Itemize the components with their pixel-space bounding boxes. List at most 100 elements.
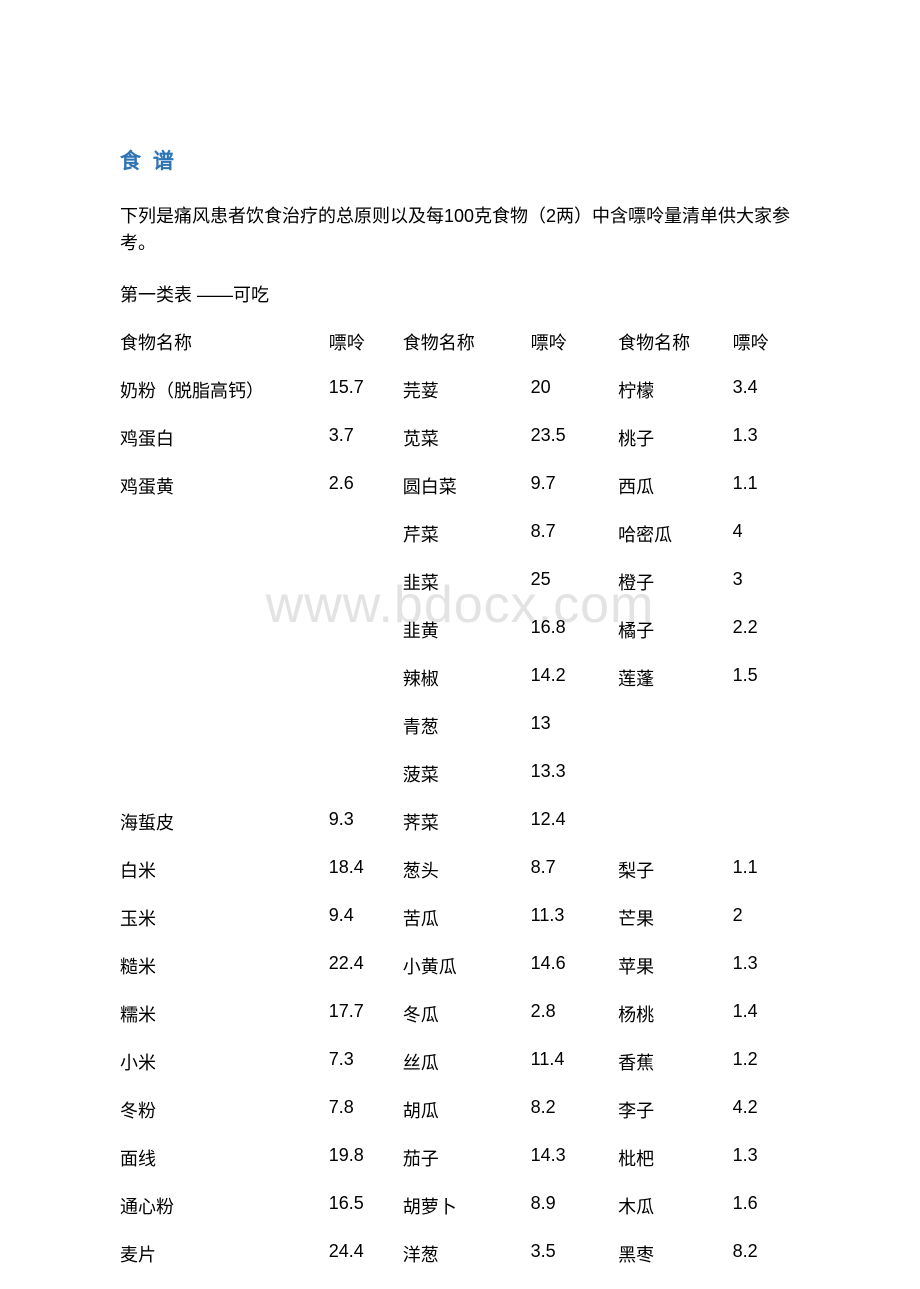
cell: 莲蓬	[618, 665, 732, 713]
cell: 橘子	[618, 617, 732, 665]
table-row: 鸡蛋黄2.6圆白菜9.7西瓜1.1	[120, 473, 800, 521]
cell	[329, 569, 403, 617]
cell: 19.8	[329, 1145, 403, 1193]
cell	[329, 521, 403, 569]
cell: 苋菜	[403, 425, 531, 473]
cell: 1.3	[733, 953, 800, 1001]
cell: 小米	[120, 1049, 329, 1097]
cell: 通心粉	[120, 1193, 329, 1241]
cell: 糯米	[120, 1001, 329, 1049]
cell: 17.7	[329, 1001, 403, 1049]
cell: 柠檬	[618, 377, 732, 425]
table-row: 玉米9.4苦瓜11.3芒果2	[120, 905, 800, 953]
cell: 西瓜	[618, 473, 732, 521]
cell: 鸡蛋黄	[120, 473, 329, 521]
cell: 14.6	[531, 953, 619, 1001]
table-row: 海蜇皮9.3荠菜12.4	[120, 809, 800, 857]
cell	[120, 713, 329, 761]
cell: 白米	[120, 857, 329, 905]
cell: 2	[733, 905, 800, 953]
header-cell: 嘌呤	[531, 329, 619, 377]
cell: 1.1	[733, 857, 800, 905]
cell: 胡瓜	[403, 1097, 531, 1145]
cell: 8.9	[531, 1193, 619, 1241]
table-row: 韭菜25橙子3	[120, 569, 800, 617]
cell: 桃子	[618, 425, 732, 473]
cell: 圆白菜	[403, 473, 531, 521]
cell: 冬瓜	[403, 1001, 531, 1049]
cell: 胡萝卜	[403, 1193, 531, 1241]
cell: 16.5	[329, 1193, 403, 1241]
cell: 14.2	[531, 665, 619, 713]
cell	[733, 809, 800, 857]
cell: 芫荽	[403, 377, 531, 425]
cell	[618, 761, 732, 809]
cell	[733, 761, 800, 809]
food-table-body: 食物名称嘌呤食物名称嘌呤食物名称嘌呤奶粉（脱脂高钙）15.7芫荽20柠檬3.4 鸡…	[120, 329, 800, 1289]
cell: 橙子	[618, 569, 732, 617]
table-subtitle: 第一类表 ——可吃	[120, 281, 800, 307]
table-row: 辣椒14.2莲蓬1.5	[120, 665, 800, 713]
table-row: 韭黄16.8橘子2.2	[120, 617, 800, 665]
header-cell: 嘌呤	[733, 329, 800, 377]
cell: 3	[733, 569, 800, 617]
cell: 23.5	[531, 425, 619, 473]
cell	[120, 665, 329, 713]
cell: 辣椒	[403, 665, 531, 713]
cell	[329, 617, 403, 665]
cell	[120, 761, 329, 809]
cell: 9.7	[531, 473, 619, 521]
table-row: 麦片24.4洋葱3.5黑枣8.2	[120, 1241, 800, 1289]
cell: 玉米	[120, 905, 329, 953]
cell: 3.7	[329, 425, 403, 473]
cell: 14.3	[531, 1145, 619, 1193]
table-row: 小米7.3丝瓜11.4香蕉1.2	[120, 1049, 800, 1097]
header-cell: 食物名称	[618, 329, 732, 377]
header-cell: 食物名称	[403, 329, 531, 377]
cell	[618, 713, 732, 761]
cell: 1.6	[733, 1193, 800, 1241]
header-cell: 嘌呤	[329, 329, 403, 377]
table-row: 糯米17.7冬瓜2.8杨桃1.4	[120, 1001, 800, 1049]
cell: 13.3	[531, 761, 619, 809]
cell: 芒果	[618, 905, 732, 953]
table-row: 菠菜13.3	[120, 761, 800, 809]
table-row: 青葱13	[120, 713, 800, 761]
cell: 荠菜	[403, 809, 531, 857]
cell: 木瓜	[618, 1193, 732, 1241]
cell: 8.7	[531, 521, 619, 569]
cell	[120, 617, 329, 665]
cell: 苦瓜	[403, 905, 531, 953]
cell	[329, 713, 403, 761]
cell: 1.2	[733, 1049, 800, 1097]
cell: 糙米	[120, 953, 329, 1001]
cell: 8.2	[733, 1241, 800, 1289]
cell: 黑枣	[618, 1241, 732, 1289]
cell	[618, 809, 732, 857]
cell: 麦片	[120, 1241, 329, 1289]
cell: 22.4	[329, 953, 403, 1001]
cell: 24.4	[329, 1241, 403, 1289]
cell: 李子	[618, 1097, 732, 1145]
cell: 韭黄	[403, 617, 531, 665]
cell: 1.5	[733, 665, 800, 713]
table-row: 糙米22.4小黄瓜14.6苹果1.3	[120, 953, 800, 1001]
cell: 20	[531, 377, 619, 425]
cell: 12.4	[531, 809, 619, 857]
cell: 25	[531, 569, 619, 617]
cell: 8.7	[531, 857, 619, 905]
cell: 面线	[120, 1145, 329, 1193]
cell: 杨桃	[618, 1001, 732, 1049]
table-row: 芹菜8.7哈密瓜4	[120, 521, 800, 569]
cell: 丝瓜	[403, 1049, 531, 1097]
table-row: 通心粉16.5胡萝卜8.9木瓜1.6	[120, 1193, 800, 1241]
cell: 葱头	[403, 857, 531, 905]
table-header-row: 食物名称嘌呤食物名称嘌呤食物名称嘌呤	[120, 329, 800, 377]
document-content: 食 谱 下列是痛风患者饮食治疗的总原则以及每100克食物（2两）中含嘌呤量清单供…	[120, 145, 800, 1289]
food-table: 食物名称嘌呤食物名称嘌呤食物名称嘌呤奶粉（脱脂高钙）15.7芫荽20柠檬3.4 鸡…	[120, 329, 800, 1289]
cell: 13	[531, 713, 619, 761]
table-row: 面线19.8茄子14.3枇杷1.3	[120, 1145, 800, 1193]
cell: 1.4	[733, 1001, 800, 1049]
table-row: 奶粉（脱脂高钙）15.7芫荽20柠檬3.4	[120, 377, 800, 425]
cell: 韭菜	[403, 569, 531, 617]
